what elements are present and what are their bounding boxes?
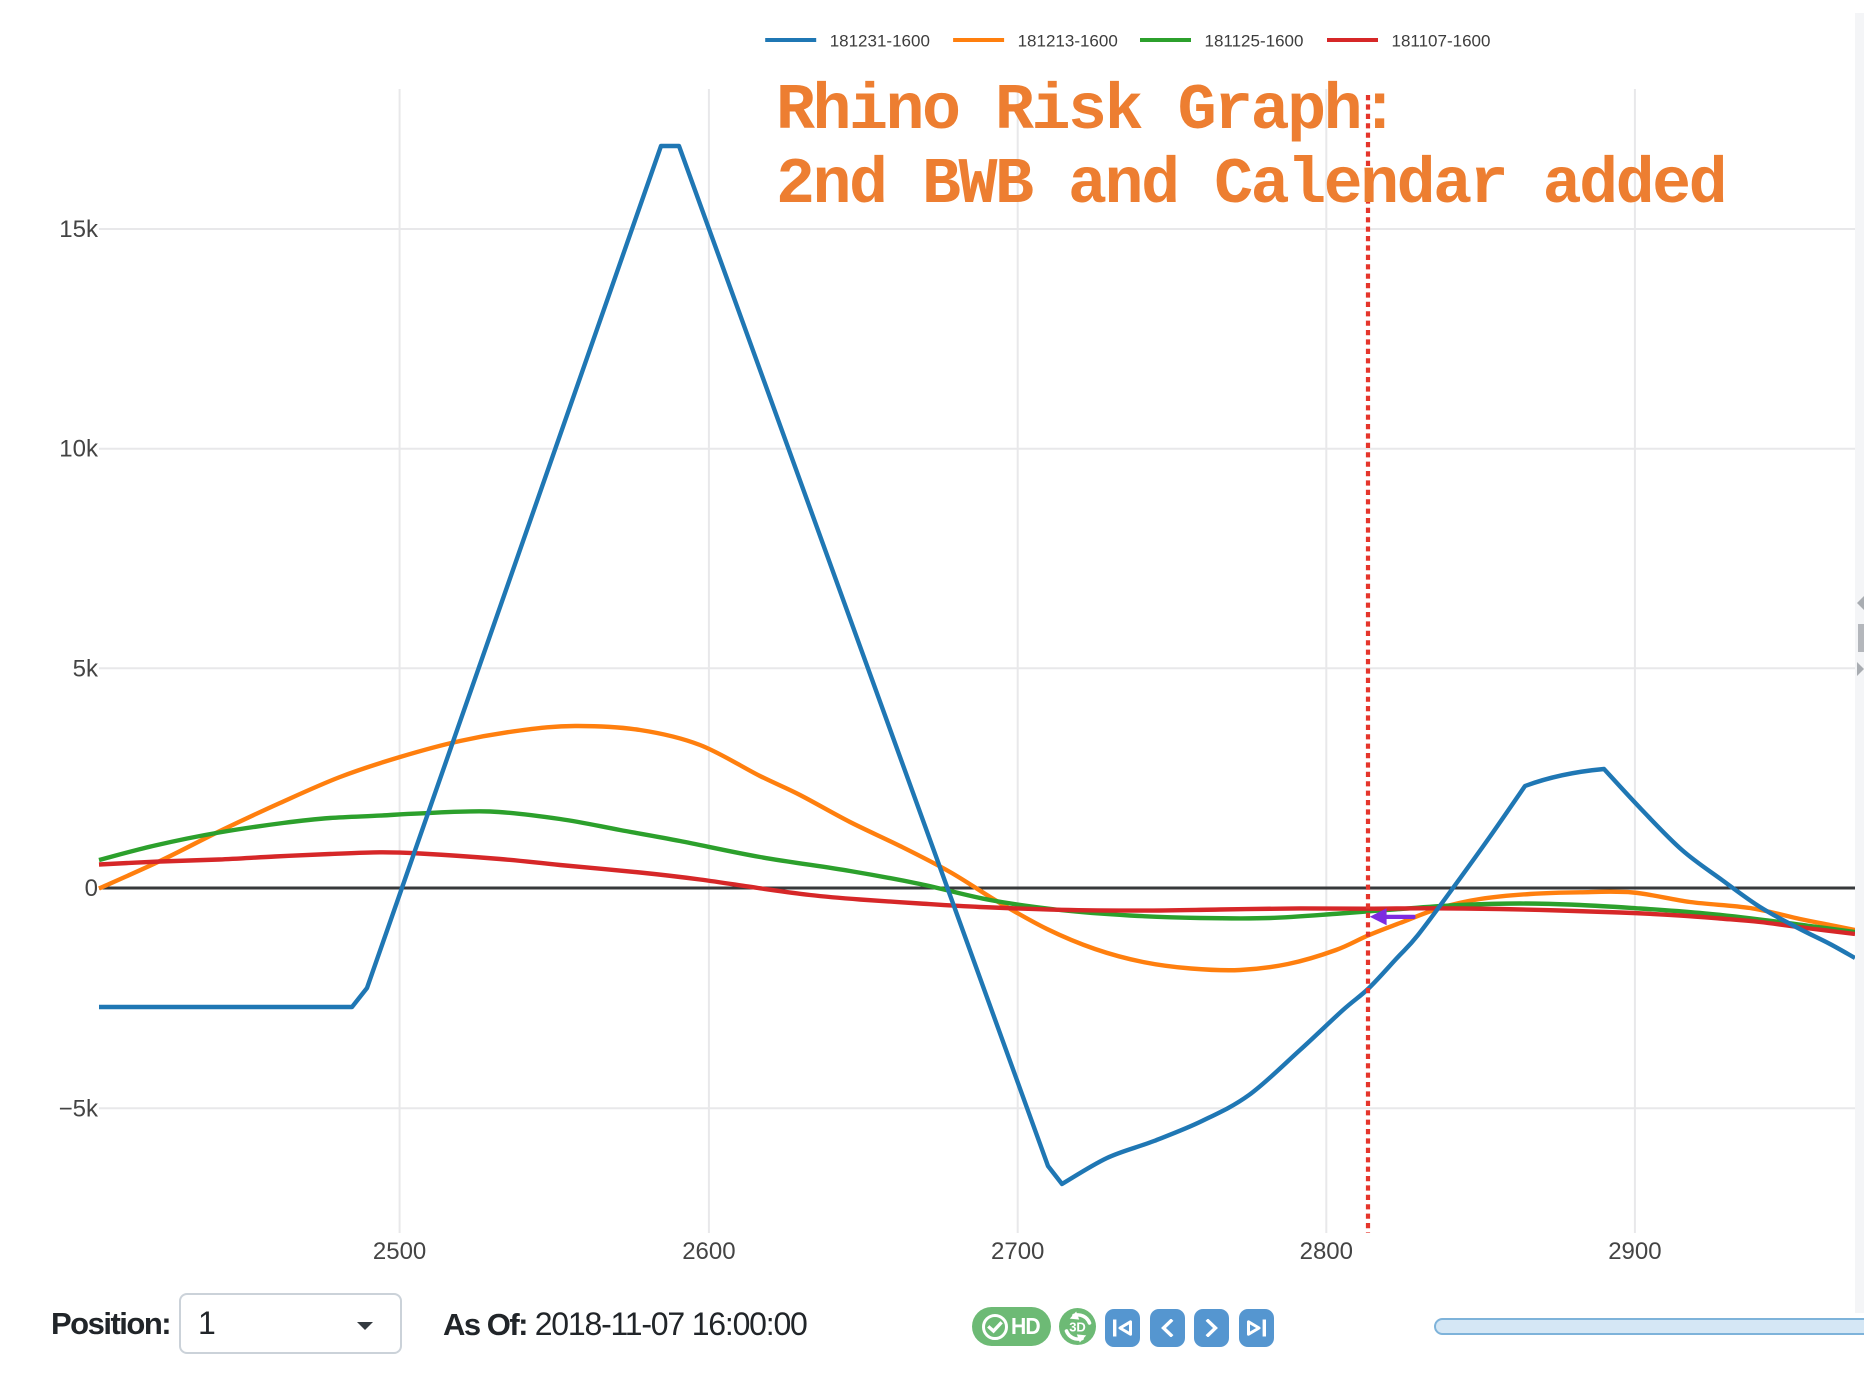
svg-text:2800: 2800 <box>1300 1238 1353 1265</box>
svg-text:2700: 2700 <box>991 1238 1044 1265</box>
svg-text:181231-1600: 181231-1600 <box>830 32 930 51</box>
svg-text:2500: 2500 <box>373 1238 426 1265</box>
svg-text:181107-1600: 181107-1600 <box>1392 32 1491 51</box>
svg-text:10k: 10k <box>59 436 99 463</box>
svg-text:−5k: −5k <box>59 1095 99 1122</box>
svg-text:2nd BWB and Calendar added: 2nd BWB and Calendar added <box>776 148 1725 222</box>
svg-text:181125-1600: 181125-1600 <box>1205 32 1304 51</box>
svg-text:Rhino Risk Graph:: Rhino Risk Graph: <box>776 74 1397 148</box>
svg-text:181213-1600: 181213-1600 <box>1018 32 1118 51</box>
svg-text:2600: 2600 <box>682 1238 735 1265</box>
svg-text:2900: 2900 <box>1608 1238 1661 1265</box>
svg-text:3D: 3D <box>1069 1319 1086 1334</box>
svg-text:0: 0 <box>85 875 98 902</box>
svg-text:15k: 15k <box>59 216 99 243</box>
svg-text:5k: 5k <box>73 655 99 682</box>
